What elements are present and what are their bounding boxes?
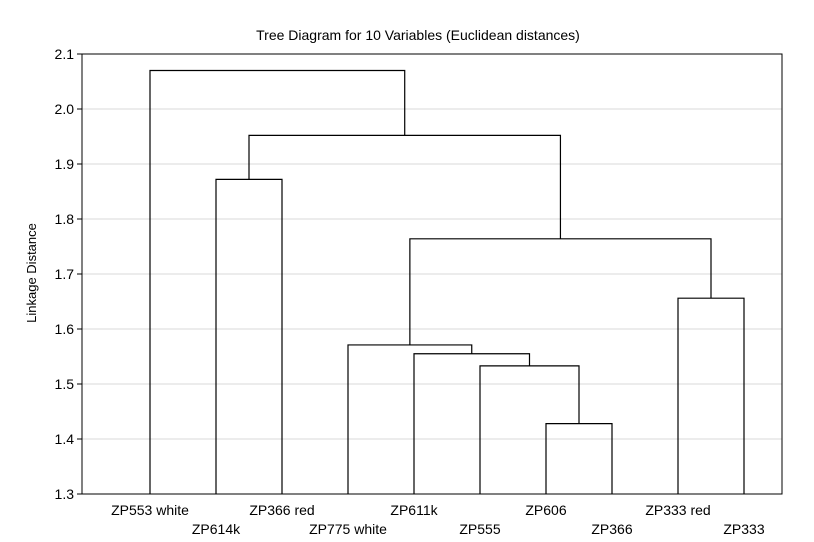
leaf-label: ZP555	[459, 521, 500, 537]
dendrogram-link	[248, 134, 562, 239]
leaf-label: ZP614k	[192, 521, 241, 537]
y-axis-label: Linkage Distance	[24, 223, 39, 323]
dendrogram-link	[149, 69, 406, 494]
y-tick-label: 1.4	[55, 431, 75, 447]
dendrogram-link	[347, 344, 473, 494]
leaf-label: ZP775 white	[309, 521, 387, 537]
dendrogram-link	[545, 423, 613, 494]
dendrogram-link	[479, 365, 580, 494]
y-tick-label: 1.3	[55, 486, 75, 502]
dendrogram-link	[215, 178, 283, 494]
y-tick-label: 1.9	[55, 156, 75, 172]
leaf-label: ZP611k	[390, 502, 438, 518]
y-tick-label: 2.1	[55, 46, 75, 62]
leaf-label: ZP553 white	[111, 502, 189, 518]
grid-lines	[82, 108, 782, 440]
y-tick-label: 1.7	[55, 266, 75, 282]
chart-title: Tree Diagram for 10 Variables (Euclidean…	[256, 27, 580, 43]
y-tick-label: 1.8	[55, 211, 75, 227]
leaf-label: ZP366	[591, 521, 632, 537]
leaf-label: ZP333 red	[645, 502, 710, 518]
y-tick-label: 1.5	[55, 376, 75, 392]
leaf-label: ZP333	[723, 521, 764, 537]
y-tick-label: 2.0	[55, 101, 75, 117]
y-tick-label: 1.6	[55, 321, 75, 337]
dendrogram-link	[677, 297, 745, 494]
y-axis-ticks: 1.3 1.4 1.5 1.6 1.7 1.8 1.9 2.0 2.1	[55, 46, 82, 502]
leaf-label: ZP606	[525, 502, 566, 518]
dendrogram-links	[149, 69, 745, 494]
dendrogram-link	[413, 353, 531, 494]
leaf-label: ZP366 red	[249, 502, 314, 518]
plot-frame	[81, 53, 783, 495]
